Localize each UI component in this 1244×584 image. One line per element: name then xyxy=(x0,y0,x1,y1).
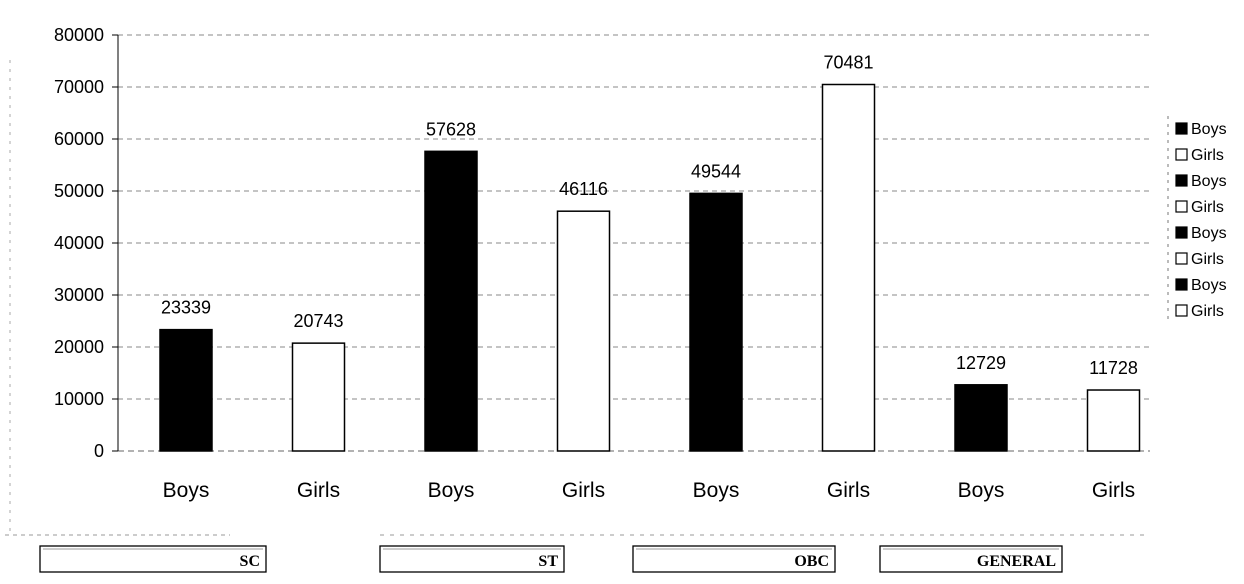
data-label: 11728 xyxy=(1089,358,1138,378)
y-tick-label: 70000 xyxy=(54,77,104,97)
legend-entry: Girls xyxy=(1191,147,1224,164)
x-category-label: Girls xyxy=(1092,479,1135,502)
bar-girls xyxy=(1086,389,1141,452)
y-tick-label: 60000 xyxy=(54,129,104,149)
legend-swatch-boys xyxy=(1175,226,1188,239)
x-category-label: Girls xyxy=(827,479,870,502)
group-box xyxy=(39,545,267,573)
legend-swatch-girls xyxy=(1175,252,1188,265)
x-category-label: Boys xyxy=(693,479,740,502)
bar-boys xyxy=(954,384,1008,452)
bar-girls xyxy=(556,210,611,452)
y-tick-label: 20000 xyxy=(54,337,104,357)
group-boxes: SC ST OBC GENERAL xyxy=(39,545,1063,573)
data-label: 49544 xyxy=(691,161,741,181)
legend: Boys Girls Boys Girls Boys Girls Boys Girls xyxy=(1167,116,1227,322)
bars xyxy=(159,83,1141,452)
bar-girls xyxy=(821,83,876,452)
legend-entry: Girls xyxy=(1191,303,1224,320)
legend-swatch-girls xyxy=(1175,200,1188,213)
y-tick-label: 50000 xyxy=(54,181,104,201)
x-category-label: Girls xyxy=(297,479,340,502)
legend-swatch-boys xyxy=(1175,174,1188,187)
data-label: 57628 xyxy=(426,119,476,139)
legend-entry: Boys xyxy=(1191,173,1227,190)
data-label: 12729 xyxy=(956,353,1006,373)
legend-swatch-girls xyxy=(1175,148,1188,161)
x-category-label: Girls xyxy=(562,479,605,502)
group-label: SC xyxy=(240,553,260,570)
group-label: OBC xyxy=(794,553,829,570)
y-tick-label: 80000 xyxy=(54,25,104,45)
legend-entry: Girls xyxy=(1191,251,1224,268)
x-category-label: Boys xyxy=(163,479,210,502)
y-axis: 0 10000 20000 30000 40000 50000 60000 70000 8000… xyxy=(54,25,119,461)
legend-entry: Boys xyxy=(1191,121,1227,138)
x-axis-labels: Boys Girls Boys Girls Boys Girls Boys Girls xyxy=(163,479,1135,502)
legend-swatch-girls xyxy=(1175,304,1188,317)
y-tick-label: 30000 xyxy=(54,285,104,305)
data-label: 23339 xyxy=(161,298,211,318)
group-label: GENERAL xyxy=(977,553,1056,570)
y-tick-label: 0 xyxy=(94,441,104,461)
data-label: 70481 xyxy=(823,52,873,72)
data-label: 46116 xyxy=(559,179,608,199)
legend-entry: Boys xyxy=(1191,225,1227,242)
data-label: 20743 xyxy=(293,311,343,331)
x-category-label: Boys xyxy=(958,479,1005,502)
y-tick-label: 40000 xyxy=(54,233,104,253)
group-box xyxy=(632,545,836,573)
legend-swatch-boys xyxy=(1175,122,1188,135)
bar-boys xyxy=(159,328,213,452)
group-box xyxy=(379,545,565,573)
x-category-label: Boys xyxy=(428,479,475,502)
gridlines xyxy=(5,34,1150,536)
bar-boys xyxy=(689,192,743,452)
group-box xyxy=(879,545,1063,573)
legend-entry: Girls xyxy=(1191,199,1224,216)
bar-girls xyxy=(291,342,346,452)
bar-boys xyxy=(424,150,478,452)
y-tick-label: 10000 xyxy=(54,389,104,409)
legend-entry: Boys xyxy=(1191,277,1227,294)
legend-swatch-boys xyxy=(1175,278,1188,291)
group-label: ST xyxy=(538,553,558,570)
data-labels: 23339 20743 57628 46116 49544 70481 12729 11728 xyxy=(161,52,1138,378)
